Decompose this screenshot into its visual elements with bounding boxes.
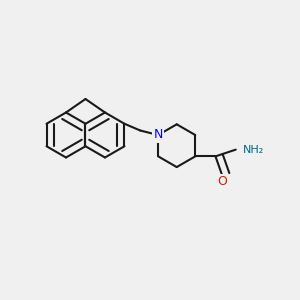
Text: O: O bbox=[217, 175, 227, 188]
Text: N: N bbox=[154, 128, 163, 142]
Text: NH₂: NH₂ bbox=[243, 145, 265, 154]
